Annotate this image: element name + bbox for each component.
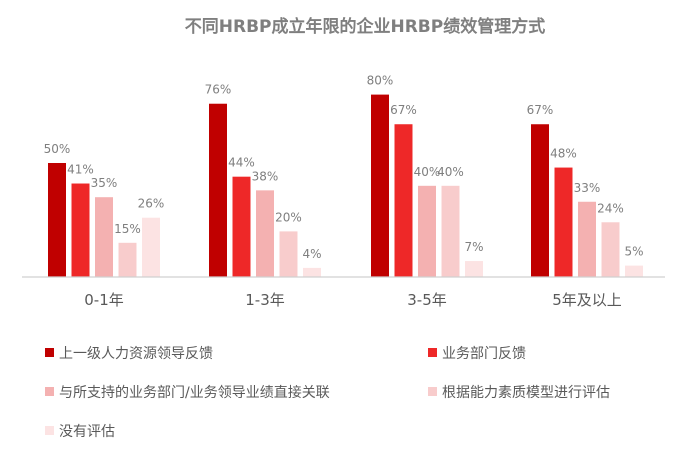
data-label-4-4: 24% [597,201,624,215]
legend-label-4: 根据能力素质模型进行评估 [442,385,610,401]
data-label-4-1: 15% [114,222,141,236]
chart-title: 不同HRBP成立年限的企业HRBP绩效管理方式 [185,16,545,37]
bar-2-2 [232,176,251,277]
data-label-1-3: 80% [367,74,394,88]
bar-1-4 [531,124,549,278]
data-label-1-1: 50% [44,142,71,156]
bar-2-1 [71,183,90,277]
bar-4-3 [441,185,460,277]
bar-3-1 [95,197,113,277]
data-label-1-4: 67% [527,103,554,117]
data-label-4-3: 40% [437,165,464,179]
bar-2-3 [394,124,413,278]
data-label-2-3: 67% [390,103,417,117]
x-tick-label-4: 5年及以上 [552,291,622,309]
data-label-5-1: 26% [138,197,165,211]
data-label-3-1: 35% [91,176,118,190]
bar-3-4 [578,201,596,277]
data-label-5-3: 7% [464,240,483,254]
data-label-5-2: 4% [302,247,321,261]
bar-1-2 [209,103,227,277]
bar-1-3 [371,94,389,277]
data-label-4-2: 20% [275,210,302,224]
bar-1-1 [48,163,66,277]
bar-4-1 [118,242,137,277]
bar-4-2 [279,231,298,277]
bar-5-4 [625,265,643,277]
data-label-3-2: 38% [252,169,279,183]
data-label-2-2: 44% [228,156,255,170]
data-label-1-2: 76% [205,83,232,97]
legend-label-5: 没有评估 [59,424,115,440]
legend-label-1: 上一级人力资源领导反馈 [59,346,213,362]
data-label-5-4: 5% [624,245,643,259]
x-tick-label-3: 3-5年 [407,291,447,309]
legend-swatch-1 [45,348,54,357]
bar-4-4 [601,222,620,277]
bar-5-3 [465,261,483,277]
bar-3-3 [418,185,436,277]
x-tick-label-1: 0-1年 [84,291,124,309]
bar-2-4 [554,167,573,277]
legend-label-2: 业务部门反馈 [442,346,526,362]
plot-area: 50% 41%35% 15% 26% 0-1年 76% 44%38% 20% 4% 1-3年 80%… [44,74,644,309]
legend-swatch-4 [428,387,437,396]
data-label-3-3: 40% [414,165,441,179]
legend-swatch-5 [45,426,54,435]
bar-5-1 [142,217,160,277]
legend-swatch-3 [45,387,54,396]
data-label-3-4: 33% [574,181,601,195]
legend-label-3: 与所支持的业务部门/业务领导业绩直接关联 [59,384,330,401]
bar-5-2 [303,267,321,277]
bar-3-2 [256,190,274,277]
x-tick-label-2: 1-3年 [245,291,285,309]
data-label-2-4: 48% [550,147,577,161]
data-label-2-1: 41% [67,163,94,177]
legend-swatch-2 [428,348,437,357]
